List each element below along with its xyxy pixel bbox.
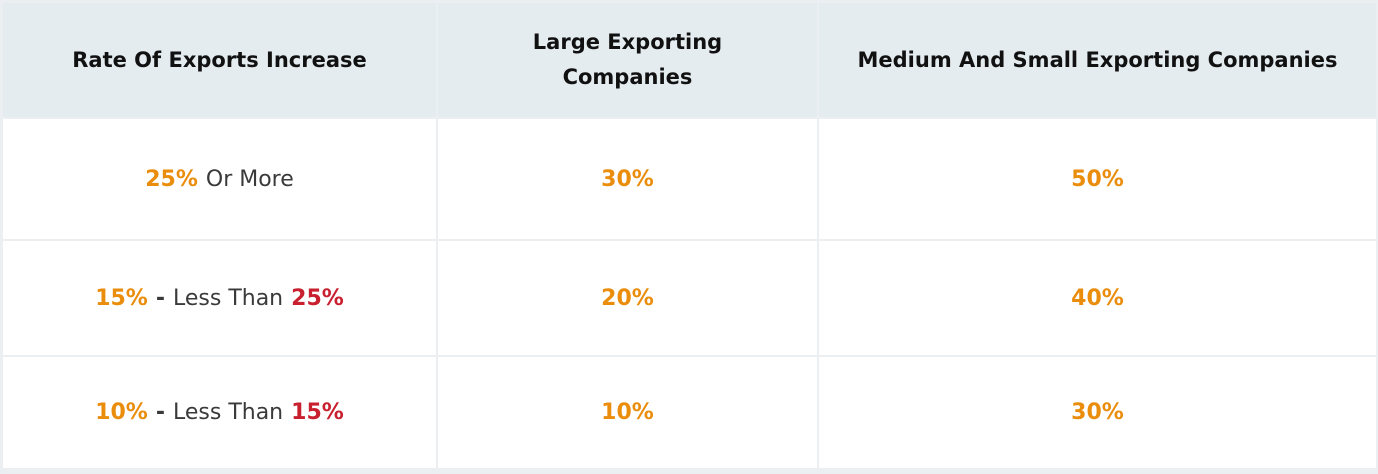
value-cell: 40% <box>819 241 1376 355</box>
value-cell: 50% <box>819 119 1376 239</box>
range-segment: 15% <box>95 285 148 311</box>
value-cell: 30% <box>438 119 817 239</box>
range-segment: - <box>155 400 165 425</box>
header-cell: Rate Of Exports Increase <box>3 3 436 117</box>
header-cell: Large Exporting Companies <box>438 3 817 117</box>
value-cell: 20% <box>438 241 817 355</box>
range-segment: 25% <box>145 166 198 192</box>
value-cell: 30% <box>819 357 1376 468</box>
range-segment: Less Than <box>173 400 284 425</box>
range-segment: - <box>155 285 165 311</box>
range-segment: Or More <box>205 166 294 192</box>
range-segment: Less Than <box>173 285 284 311</box>
range-cell: 10% - Less Than 15% <box>3 357 436 468</box>
range-segment: 25% <box>291 285 344 311</box>
header-cell: Medium And Small Exporting Companies <box>819 3 1376 117</box>
range-cell: 15% - Less Than 25% <box>3 241 436 355</box>
range-segment: 15% <box>291 400 344 425</box>
value-cell: 10% <box>438 357 817 468</box>
range-segment: 10% <box>95 400 148 425</box>
range-cell: 25% Or More <box>3 119 436 239</box>
